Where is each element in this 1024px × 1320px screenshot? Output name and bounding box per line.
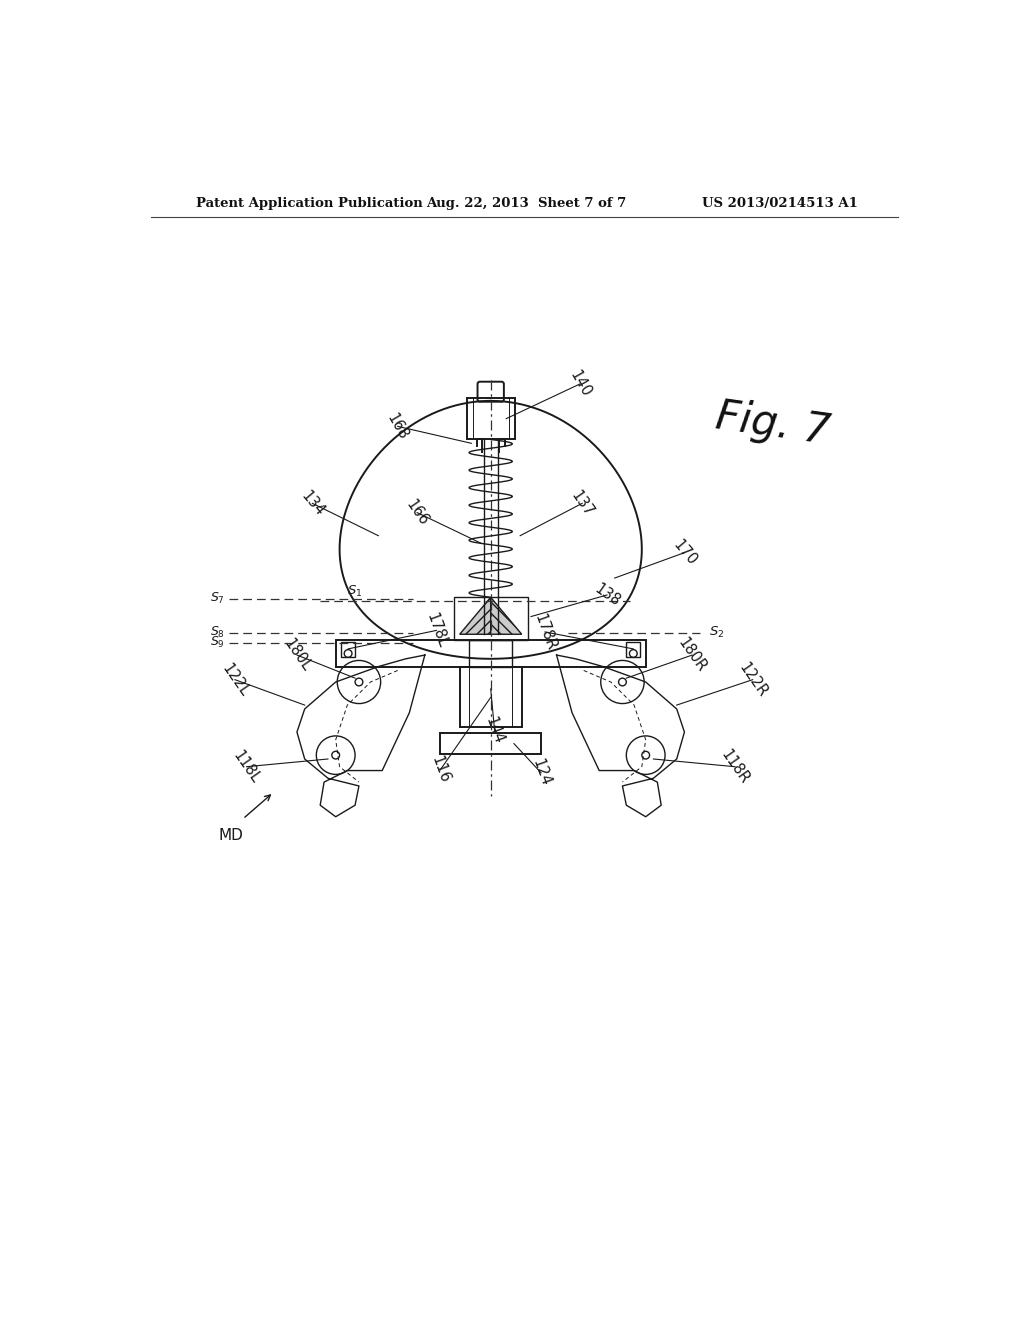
Text: 118R: 118R bbox=[718, 747, 752, 787]
Text: 144: 144 bbox=[482, 715, 507, 746]
Text: $S_7$: $S_7$ bbox=[210, 591, 225, 606]
Text: 118L: 118L bbox=[230, 747, 263, 785]
Text: 137: 137 bbox=[568, 487, 596, 519]
Text: Aug. 22, 2013  Sheet 7 of 7: Aug. 22, 2013 Sheet 7 of 7 bbox=[426, 197, 627, 210]
Bar bbox=[467, 397, 515, 440]
Text: $S_8$: $S_8$ bbox=[210, 626, 225, 640]
Bar bbox=[460, 668, 521, 727]
Bar bbox=[454, 597, 528, 640]
Text: Fig. 7: Fig. 7 bbox=[713, 395, 833, 453]
Text: 138: 138 bbox=[591, 581, 623, 609]
Text: 178L: 178L bbox=[423, 611, 450, 649]
Bar bbox=[469, 640, 512, 668]
Polygon shape bbox=[490, 597, 521, 635]
Text: 134: 134 bbox=[298, 488, 327, 519]
Bar bbox=[627, 642, 640, 656]
Text: 180R: 180R bbox=[675, 635, 710, 675]
Text: 124: 124 bbox=[529, 758, 553, 788]
Bar bbox=[341, 642, 355, 656]
Polygon shape bbox=[460, 597, 490, 635]
Text: 116: 116 bbox=[428, 754, 453, 785]
Text: 122R: 122R bbox=[735, 660, 770, 700]
Text: MD: MD bbox=[219, 829, 244, 843]
Text: 166: 166 bbox=[403, 496, 431, 528]
Text: 170: 170 bbox=[670, 537, 699, 568]
Bar bbox=[336, 640, 646, 668]
Text: $S_1$: $S_1$ bbox=[347, 585, 362, 599]
Text: 140: 140 bbox=[566, 368, 593, 400]
Text: US 2013/0214513 A1: US 2013/0214513 A1 bbox=[701, 197, 857, 210]
Bar bbox=[440, 733, 541, 755]
Text: 122L: 122L bbox=[218, 660, 252, 698]
Text: $S_2$: $S_2$ bbox=[710, 626, 725, 640]
Text: Patent Application Publication: Patent Application Publication bbox=[197, 197, 423, 210]
Text: $S_9$: $S_9$ bbox=[210, 635, 225, 651]
Text: 178R: 178R bbox=[531, 611, 558, 652]
Text: 180L: 180L bbox=[281, 636, 313, 675]
Text: 168: 168 bbox=[384, 411, 411, 442]
